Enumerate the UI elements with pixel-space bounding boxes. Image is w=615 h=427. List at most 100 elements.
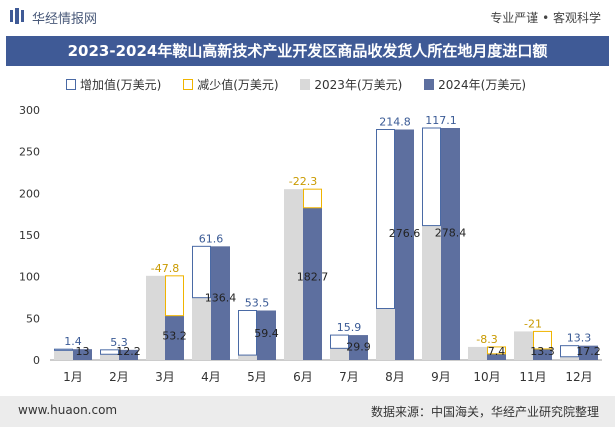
y-tick-label: 300 (19, 104, 40, 117)
x-tick-label: 10月 (473, 370, 500, 384)
x-tick-label: 5月 (247, 370, 267, 384)
legend-label-2023: 2023年(万美元) (314, 78, 403, 92)
y-tick-label: 200 (19, 187, 40, 200)
bar-2024 (165, 315, 184, 360)
increase-value-label: 15.9 (337, 321, 362, 334)
value-label-2024: 59.4 (254, 327, 279, 340)
bar-2023 (330, 348, 349, 360)
bar-chart: 0 50 100 150 200 250 300 1.413 1月 5.312.2 2月 -47.8 5… (19, 104, 602, 384)
value-label-2024: 136.4 (205, 291, 237, 304)
footer-bar: www.huaon.com 数据来源：中国海关，华经产业研究院整理 (0, 396, 615, 427)
y-tick-label: 100 (19, 271, 40, 284)
legend-label-decrease: 减少值(万美元) (197, 78, 279, 92)
y-tick-label: 150 (19, 229, 40, 242)
x-tick-label: 2月 (109, 370, 129, 384)
value-label-2024: 13 (76, 345, 90, 358)
chart-title: 2023-2024年鞍山高新技术产业开发区商品收发货人所在地月度进口额 (67, 42, 548, 60)
bar-2024 (487, 353, 506, 360)
bar-2024 (303, 207, 322, 360)
legend-swatch-decrease (183, 79, 194, 90)
bar-2024 (257, 310, 276, 360)
value-label-2024: 182.7 (297, 270, 329, 283)
bar-2024 (211, 246, 230, 360)
x-tick-label: 9月 (431, 370, 451, 384)
bar-2024 (533, 348, 552, 360)
increase-bar (376, 129, 395, 309)
increase-value-label: 53.5 (245, 297, 270, 310)
y-tick-label: 0 (33, 354, 40, 367)
decrease-bar (487, 346, 506, 355)
increase-bar (238, 310, 257, 356)
bar-2024 (395, 129, 414, 360)
decrease-value-label: -8.3 (476, 333, 497, 346)
y-tick-label: 250 (19, 146, 40, 159)
x-tick-label: 8月 (385, 370, 405, 384)
decrease-value-label: -21 (524, 317, 542, 330)
value-label-2024: 278.4 (435, 226, 467, 239)
decrease-bar (303, 188, 322, 209)
logo-icon (10, 8, 24, 24)
bar-2023 (100, 354, 119, 360)
slogan: 专业严谨 • 客观科学 (490, 11, 601, 25)
increase-value-label: 1.4 (64, 335, 82, 348)
legend-item-decrease: 减少值(万美元) (183, 76, 279, 93)
decrease-bar (533, 330, 552, 350)
x-tick-label: 1月 (63, 370, 83, 384)
value-label-2024: 276.6 (389, 227, 421, 240)
increase-bar (422, 127, 441, 227)
site-url: www.huaon.com (18, 403, 118, 417)
x-tick-label: 6月 (293, 370, 313, 384)
bar-2024 (441, 128, 460, 360)
bar-2023 (284, 189, 303, 360)
data-source: 数据来源：中国海关，华经产业研究院整理 (370, 405, 599, 419)
increase-bar (192, 245, 211, 299)
y-tick-label: 50 (26, 312, 40, 325)
bar-2023 (146, 275, 165, 360)
header-bar: 华经情报网 专业严谨 • 客观科学 (0, 0, 615, 34)
legend-item-2024: 2024年(万美元) (424, 76, 526, 93)
value-label-2024: 7.4 (488, 345, 506, 358)
legend-label-increase: 增加值(万美元) (80, 78, 162, 92)
value-label-2024: 12.2 (116, 345, 141, 358)
brand-name: 华经情报网 (32, 12, 98, 27)
bar-2023 (238, 355, 257, 360)
bar-2024 (73, 349, 92, 360)
increase-value-label: 117.1 (425, 114, 457, 127)
title-bar: 2023-2024年鞍山高新技术产业开发区商品收发货人所在地月度进口额 (6, 36, 609, 66)
increase-value-label: 13.3 (567, 332, 592, 345)
bar-2024 (579, 345, 598, 360)
bar-2023 (560, 356, 579, 360)
decrease-value-label: -22.3 (289, 175, 317, 188)
decrease-bar (165, 275, 184, 317)
value-label-2024: 17.2 (576, 345, 601, 358)
legend: 增加值(万美元) 减少值(万美元) 2023年(万美元) 2024年(万美元) (66, 76, 544, 92)
increase-bar (560, 345, 579, 358)
bar-2023 (422, 225, 441, 360)
bar-2024 (349, 335, 368, 360)
bar-2024 (119, 349, 138, 360)
decrease-value-label: -47.8 (151, 262, 179, 275)
bar-2023 (54, 350, 73, 360)
legend-item-increase: 增加值(万美元) (66, 76, 161, 93)
legend-swatch-2024 (424, 79, 435, 90)
increase-value-label: 61.6 (199, 232, 224, 245)
value-label-2024: 29.9 (346, 340, 371, 353)
increase-value-label: 5.3 (110, 336, 128, 349)
legend-item-2023: 2023年(万美元) (300, 76, 402, 93)
increase-bar (54, 348, 73, 351)
bar-2023 (514, 331, 533, 360)
bar-2023 (376, 308, 395, 360)
increase-value-label: 214.8 (379, 116, 411, 129)
legend-swatch-2023 (300, 79, 311, 90)
x-tick-label: 11月 (519, 370, 546, 384)
x-tick-label: 3月 (155, 370, 175, 384)
x-tick-label: 4月 (201, 370, 221, 384)
value-label-2024: 13.3 (530, 345, 555, 358)
legend-swatch-increase (66, 79, 76, 90)
x-tick-label: 7月 (339, 370, 359, 384)
increase-bar (330, 334, 349, 349)
value-label-2024: 53.2 (162, 330, 187, 343)
x-tick-label: 12月 (565, 370, 592, 384)
increase-bar (100, 349, 119, 355)
bar-2023 (468, 346, 487, 360)
